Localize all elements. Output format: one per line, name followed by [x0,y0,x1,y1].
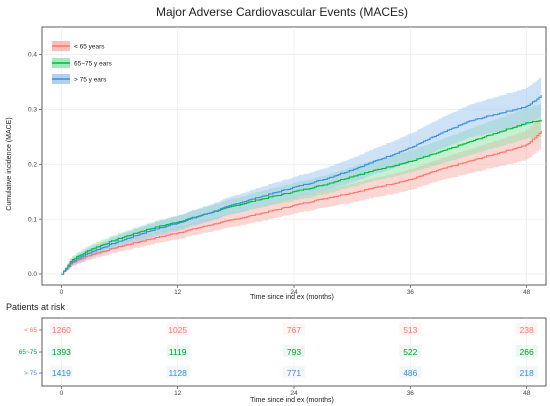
x-axis-label: Time since ind ex (months) [250,294,334,301]
risk-cell-bg [283,366,305,378]
risk-cell-bg [50,323,73,335]
risk-cell-value: 522 [403,347,417,357]
legend-label-2: > 75 y ears [74,76,107,83]
risk-cell-value: 1128 [169,368,188,378]
risk-cell-bg [283,323,305,335]
risk-x-tick-label: 36 [407,390,415,397]
risk-cell-bg [399,345,422,357]
risk-x-tick-label: 12 [174,390,182,397]
series-line-1 [61,119,542,275]
x-tick-label: 48 [523,289,531,296]
series-line-2 [61,95,542,275]
risk-cell-value: 1260 [52,325,71,335]
risk-cell-value: 767 [287,325,301,335]
risk-cell-value: 266 [520,347,534,357]
risk-row-label-0: < 65 [24,327,37,334]
y-tick-label: 0.3 [28,107,37,114]
legend-label-1: 65~75 y ears [74,60,113,67]
risk-cell-value: 513 [403,325,417,335]
risk-cell-bg [399,323,422,335]
risk-cell-bg [50,366,73,378]
ci-band-0 [61,114,542,275]
x-tick-label: 24 [290,289,298,296]
x-tick-label: 12 [174,289,182,296]
risk-row-label-2: > 75 [24,370,37,377]
risk-cell-bg [283,345,305,357]
legend-label-0: < 65 years [74,43,105,50]
risk-table-x-axis-label: Time since ind ex (months) [250,397,334,404]
risk-cell-bg [515,345,538,357]
risk-cell-value: 1025 [168,325,187,335]
y-tick-label: 0.4 [28,52,37,59]
legend: < 65 years 65~75 y ears > 75 y ears [52,41,113,84]
risk-cell-value: 771 [287,368,301,378]
risk-cell-bg [166,366,189,378]
series-line-0 [61,130,542,275]
risk-cell-value: 1119 [169,347,187,357]
risk-x-tick-label: 0 [60,390,64,397]
risk-row-label-1: 65~75 [19,349,38,356]
risk-cell-bg [515,323,538,335]
risk-table-title: Patients at risk [6,302,66,312]
risk-x-tick-label: 48 [523,390,531,397]
risk-table: 0 12 24 36 48 < 65 1260 1025 767 513 238 65~75 1393 1… [19,317,547,397]
risk-cell-bg [399,366,422,378]
y-axis-label: Cumulative incidence (MACE) [6,117,13,210]
risk-cell-value: 1419 [52,368,71,378]
risk-cell-bg [166,345,189,357]
chart-title: Major Adverse Cardiovascular Events (MAC… [156,5,408,19]
risk-cell-bg [166,323,189,335]
risk-x-tick-label: 24 [290,390,298,397]
risk-cell-value: 486 [403,368,417,378]
x-tick-label: 0 [60,289,64,296]
y-tick-label: 0.1 [28,216,37,223]
risk-cell-value: 1393 [52,347,71,357]
risk-cell-value: 218 [520,368,534,378]
risk-cell-value: 793 [287,347,301,357]
ci-band-2 [61,75,542,275]
y-tick-label: 0.2 [28,161,37,168]
plot-area: 0 12 24 36 48 0.0 0.1 0.2 0.3 0.4 [28,26,547,296]
x-tick-label: 36 [407,289,415,296]
risk-cell-bg [515,366,538,378]
risk-cell-value: 238 [520,325,534,335]
risk-cell-bg [50,345,73,357]
y-tick-label: 0.0 [28,271,37,278]
